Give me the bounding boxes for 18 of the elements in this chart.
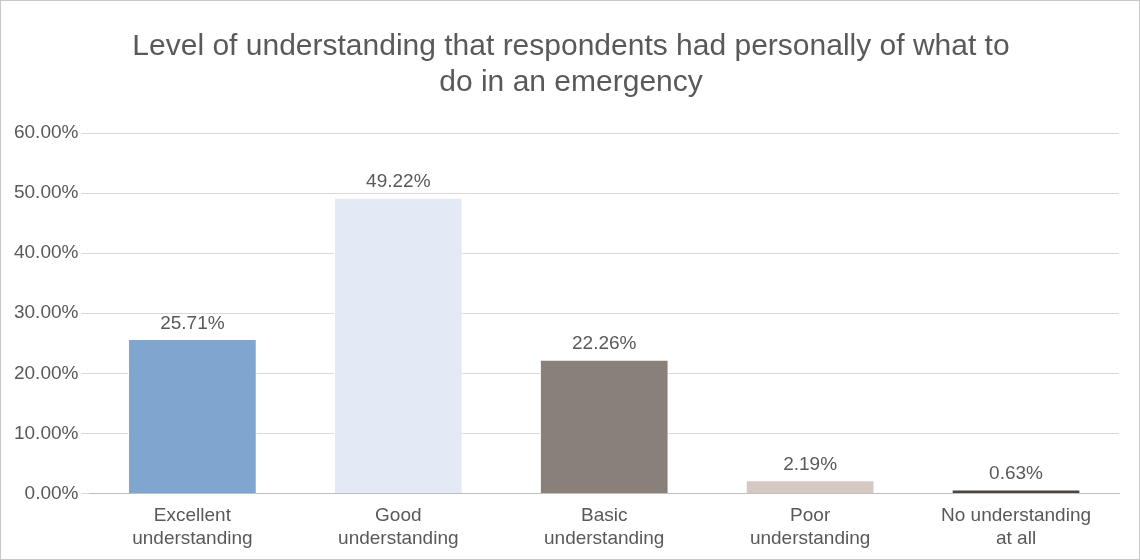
data-label: 0.63%	[989, 462, 1044, 484]
data-label: 49.22%	[366, 170, 431, 192]
y-tick-label: 60.00%	[13, 121, 79, 143]
x-tick-label: Poor understanding	[749, 504, 871, 548]
y-tick-label: 10.00%	[13, 421, 79, 443]
x-tick-label: Excellent understanding	[132, 504, 253, 548]
y-tick-label: 20.00%	[13, 361, 79, 383]
x-tick-label: No understanding at all	[941, 504, 1092, 548]
data-label: 2.19%	[783, 452, 838, 474]
y-tick-label: 40.00%	[13, 241, 79, 263]
y-tick-label: 50.00%	[13, 181, 79, 203]
data-label: 22.26%	[571, 332, 637, 354]
chart-title: Level of understanding that respondents had personally of what to do in an emergency	[131, 27, 1011, 99]
y-tick-label: 30.00%	[13, 301, 79, 323]
x-tick-label: Good understanding	[338, 504, 459, 548]
x-tick-label: Basic understanding	[544, 504, 665, 548]
data-label: 25.71%	[160, 311, 225, 333]
y-tick-label: 0.00%	[24, 481, 79, 503]
